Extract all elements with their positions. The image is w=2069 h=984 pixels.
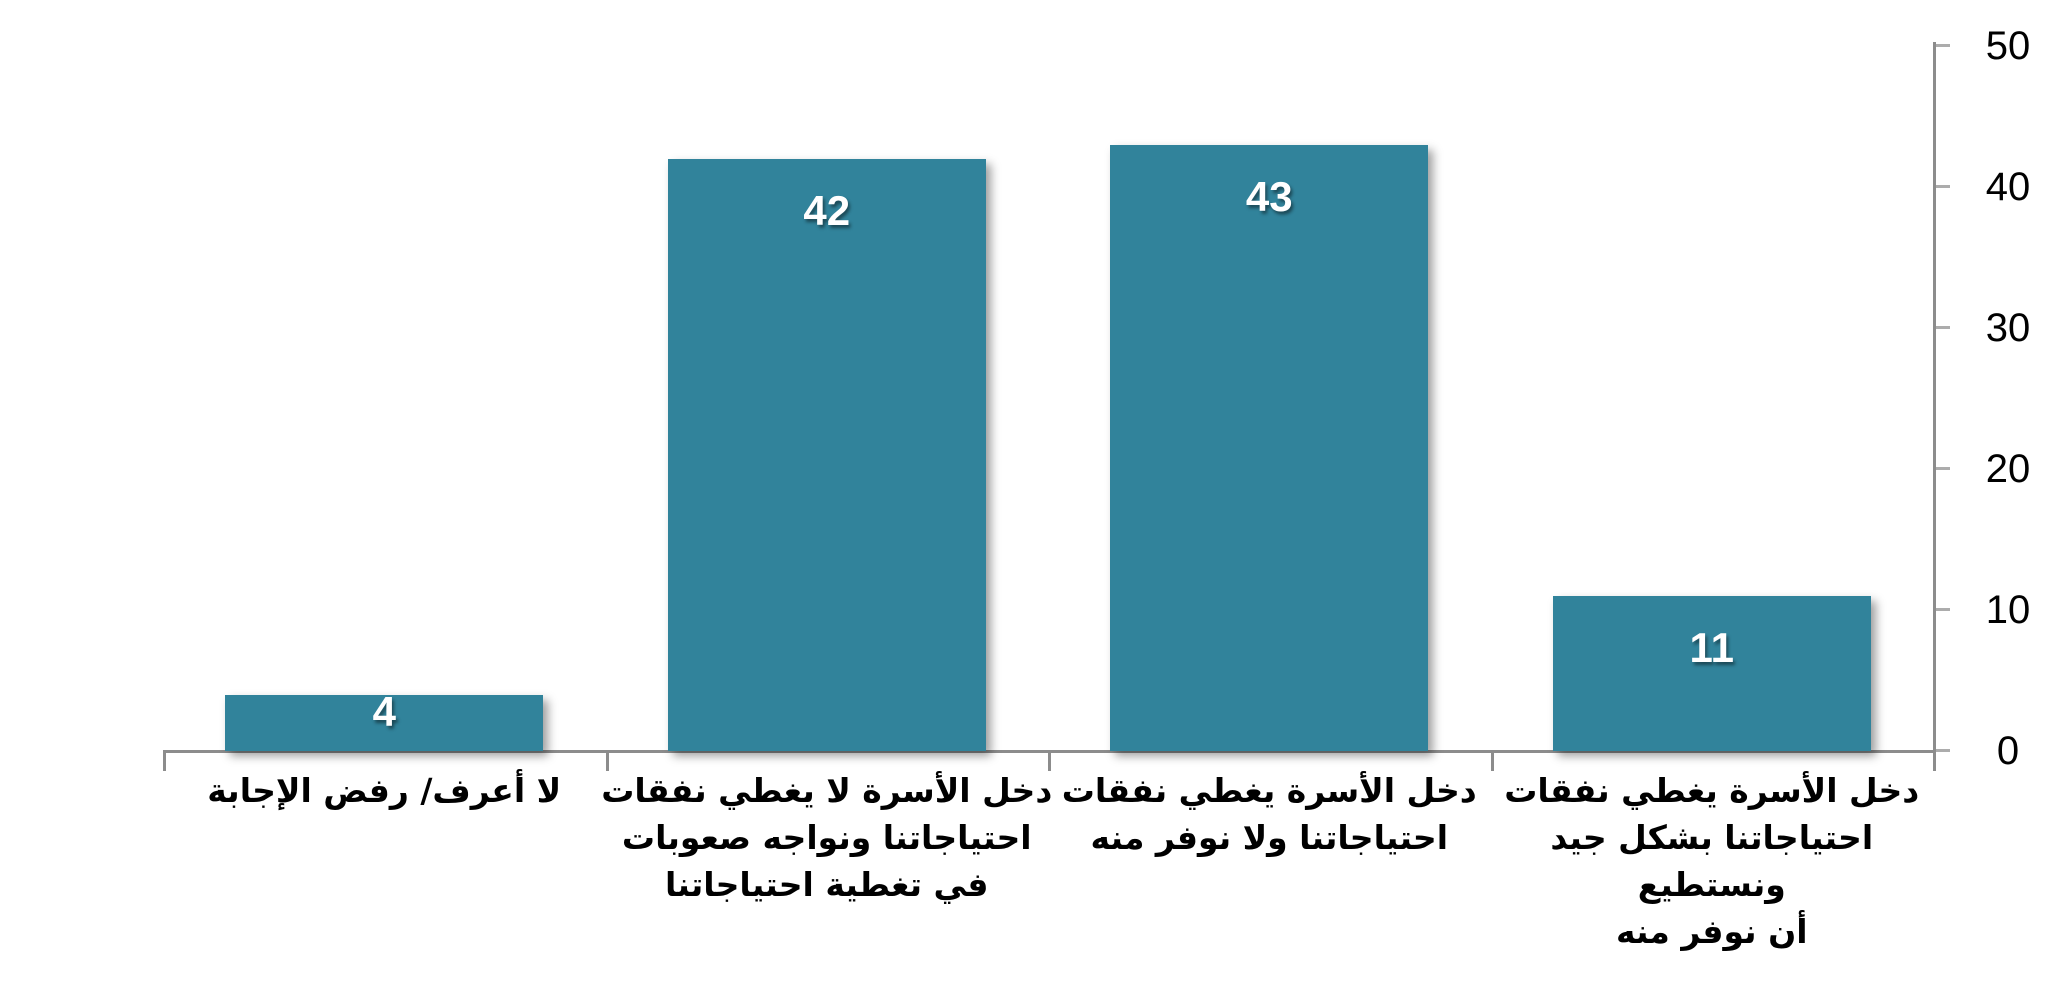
bar-category-1: 4 [225, 688, 544, 751]
x-axis-tick [163, 753, 166, 771]
x-axis-line [163, 750, 1936, 753]
x-axis-tick [1933, 753, 1936, 771]
y-axis-tick [1936, 185, 1950, 188]
bar-value-label: 11 [1689, 624, 1734, 671]
y-axis-line [1933, 42, 1936, 768]
category-label-1: لا أعرف/ رفض الإجابة [207, 771, 562, 810]
y-axis-tick-label: 20 [1985, 447, 2031, 491]
y-axis-tick-label: 50 [1985, 24, 2031, 68]
y-axis-tick-label: 30 [1985, 306, 2031, 350]
y-axis-tick [1936, 608, 1950, 611]
bar-category-4: 11 [1552, 596, 1871, 751]
category-label-3: دخل الأسرة يغطي نفقات احتياجاتنا ولا نوف… [1061, 771, 1477, 857]
bar-value-label: 42 [803, 187, 851, 234]
y-axis-tick [1936, 326, 1950, 329]
x-axis-tick [605, 753, 609, 771]
y-axis-tick-label: 40 [1985, 165, 2031, 209]
bar-value-label: 4 [372, 688, 396, 735]
bar-category-3: 43 [1110, 145, 1429, 751]
category-label-2: دخل الأسرة لا يغطي نفقات احتياجاتنا ونوا… [601, 771, 1053, 904]
y-axis-tick [1936, 749, 1950, 752]
x-axis-tick [1048, 753, 1051, 771]
bar-value-label: 43 [1245, 173, 1293, 220]
category-label-4: دخل الأسرة يغطي نفقات احتياجاتنا بشكل جي… [1504, 771, 1920, 951]
bar-category-2: 42 [667, 159, 986, 751]
y-axis-tick [1936, 44, 1950, 47]
y-axis-tick-label: 10 [1985, 588, 2031, 632]
x-axis-tick [1490, 753, 1494, 771]
y-axis-tick-label: 0 [1996, 729, 2020, 773]
y-axis-tick [1936, 467, 1950, 470]
